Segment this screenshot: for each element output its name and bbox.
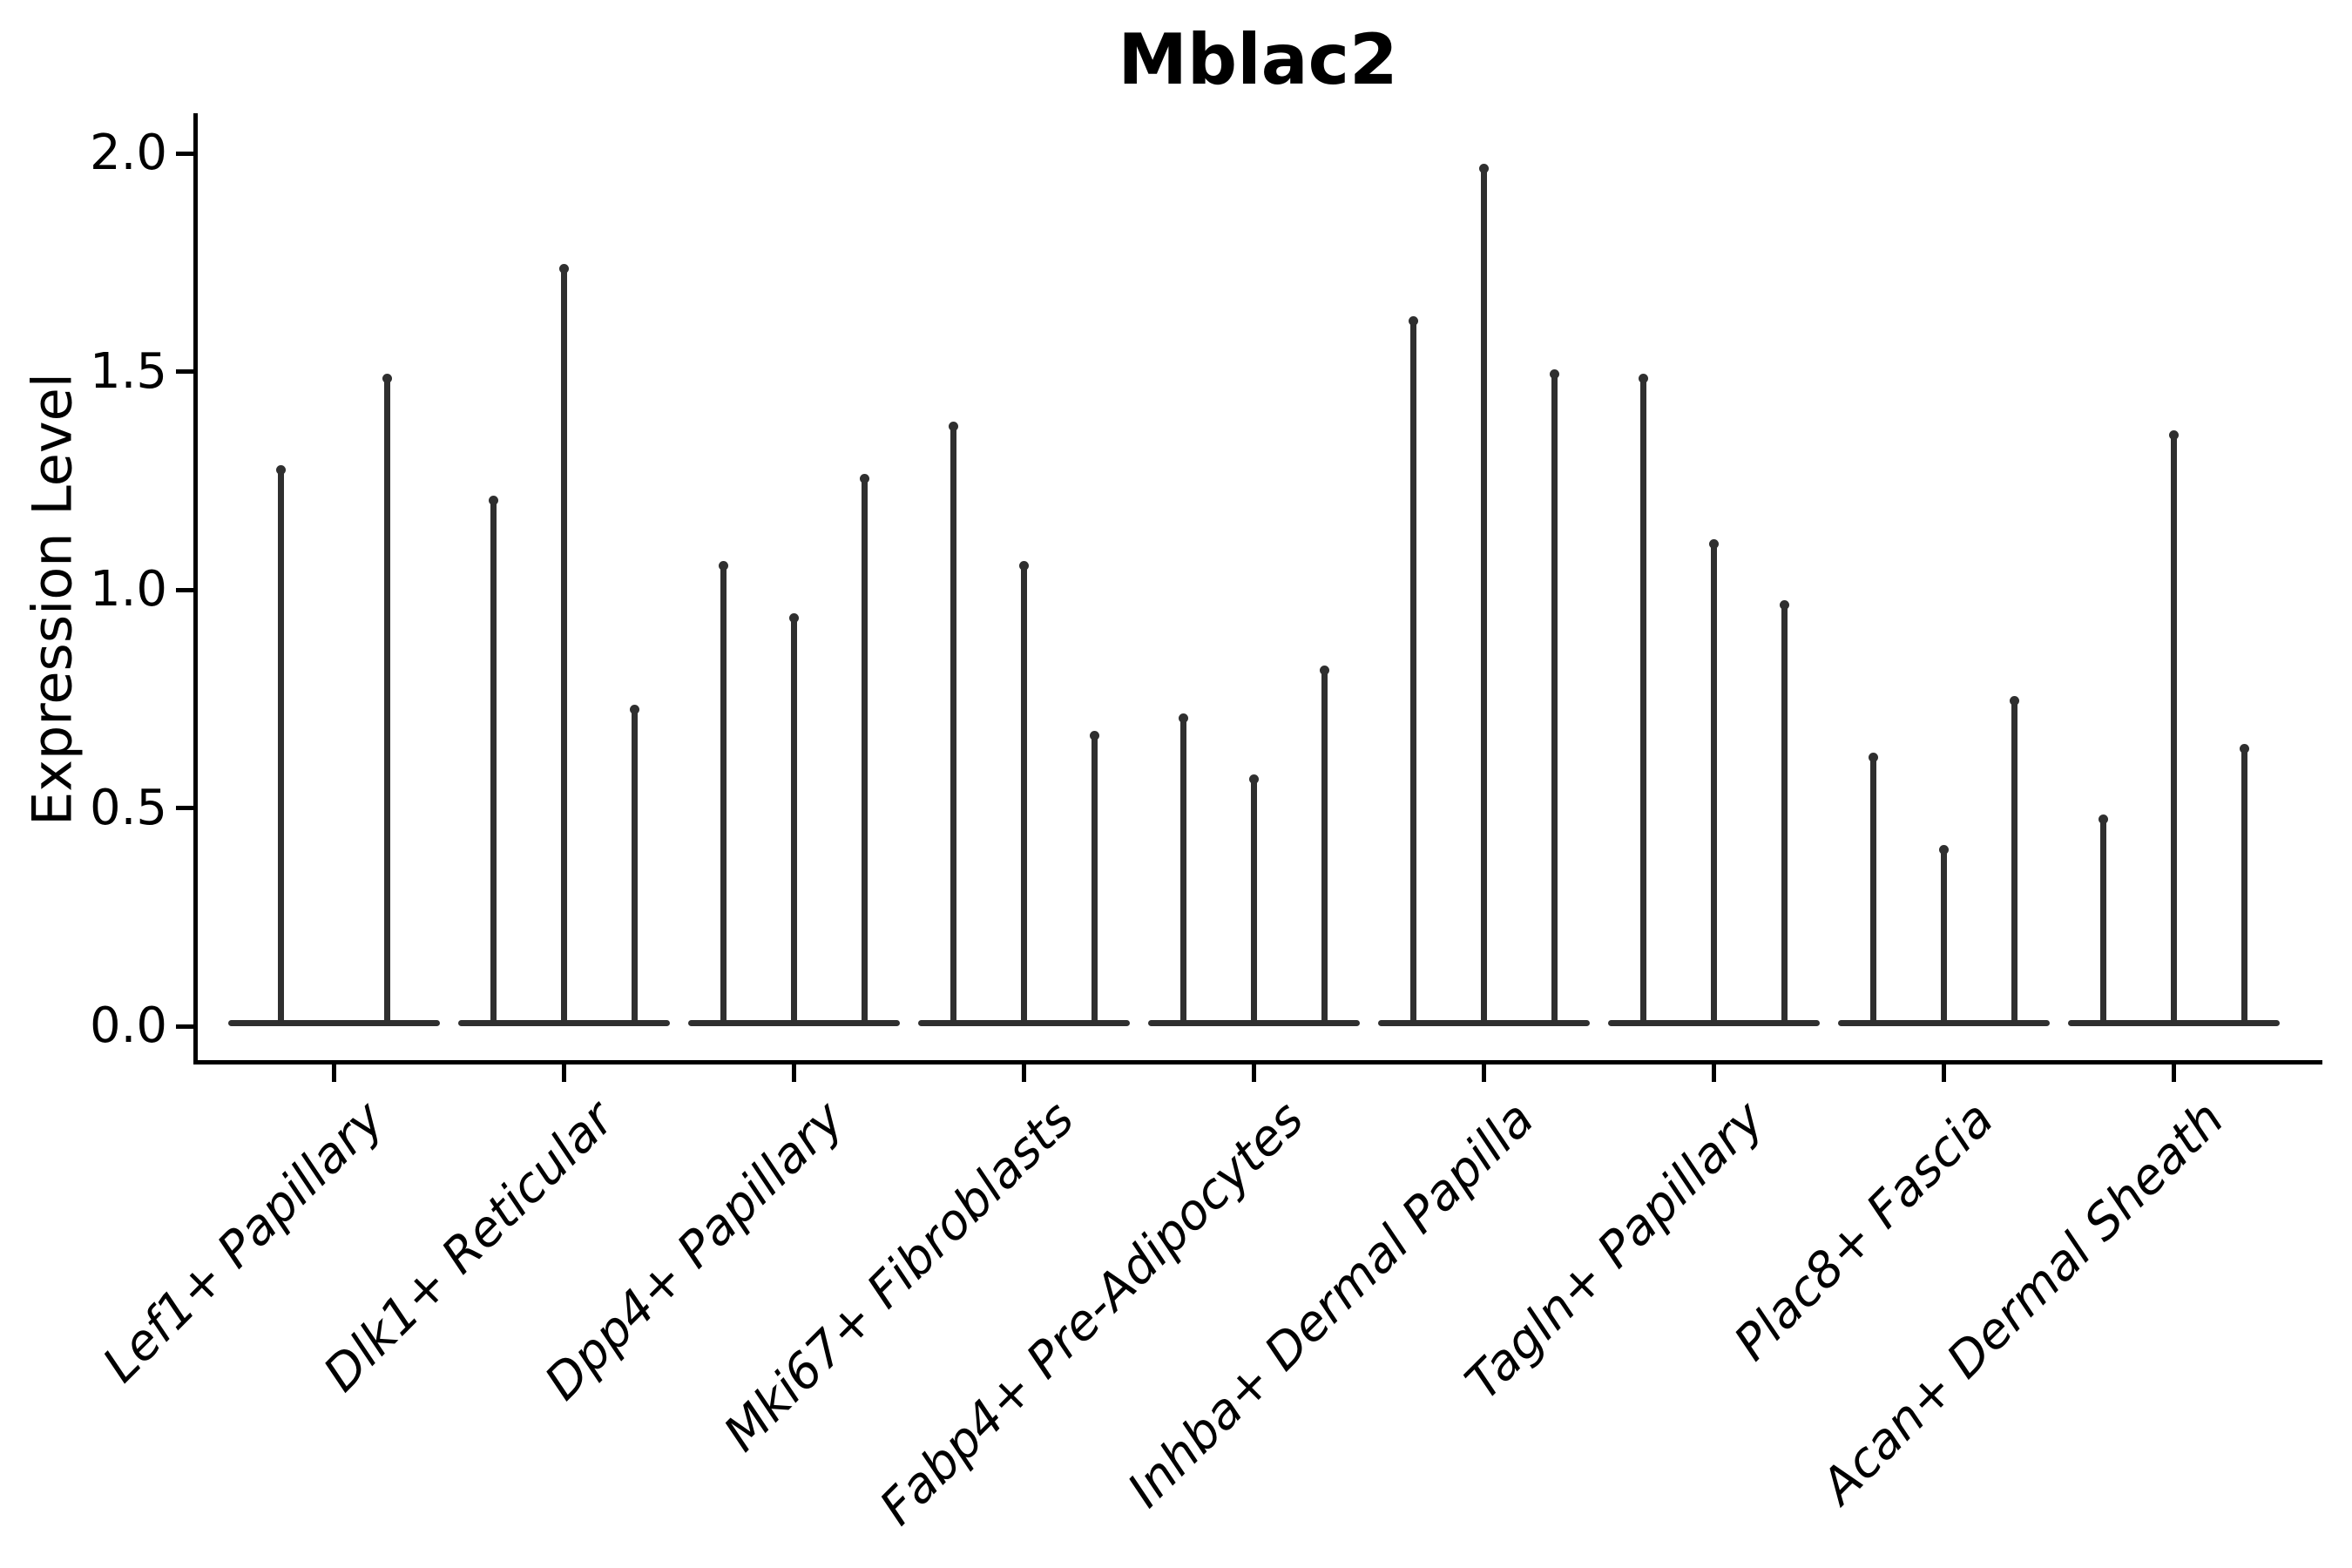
violin-stem bbox=[561, 267, 567, 1024]
violin-peak bbox=[1090, 731, 1099, 741]
violin-peak bbox=[719, 560, 728, 571]
x-tick-mark bbox=[1942, 1064, 1946, 1082]
violin-stem bbox=[1781, 603, 1788, 1024]
x-tick-mark bbox=[1022, 1064, 1026, 1082]
violin-peak bbox=[789, 613, 799, 624]
violin-stem bbox=[278, 467, 285, 1024]
violin-peak bbox=[1780, 600, 1789, 611]
violin-stem bbox=[2171, 432, 2177, 1024]
violin-peak bbox=[1479, 164, 1489, 174]
y-tick-mark bbox=[176, 806, 193, 810]
y-tick-label: 1.0 bbox=[89, 561, 167, 618]
violin-base bbox=[228, 1020, 440, 1026]
y-tick-label: 0.5 bbox=[89, 779, 167, 836]
violin-stem bbox=[1092, 733, 1098, 1024]
violin-peak bbox=[1320, 666, 1329, 676]
violin-peak bbox=[276, 464, 287, 475]
violin-peak bbox=[2240, 744, 2249, 754]
violin-stem bbox=[383, 375, 390, 1024]
y-tick-label: 0.0 bbox=[89, 997, 167, 1054]
y-tick-mark bbox=[176, 369, 193, 374]
violin-stem bbox=[490, 497, 497, 1024]
violin-stem bbox=[2100, 816, 2106, 1024]
x-category-label: Inhba+ Dermal Papilla bbox=[1117, 1091, 1545, 1519]
x-tick-mark bbox=[1252, 1064, 1256, 1082]
x-category-label: Fabp4+ Pre-Adipocytes bbox=[869, 1091, 1315, 1537]
violin-stem bbox=[1321, 668, 1328, 1024]
violin-stem bbox=[1180, 716, 1186, 1024]
x-category-label: Acan+ Dermal Sheath bbox=[1810, 1091, 2235, 1515]
violin-peak bbox=[949, 421, 958, 431]
x-tick-mark bbox=[1482, 1064, 1486, 1082]
violin-stem bbox=[791, 616, 797, 1024]
y-axis-spine bbox=[193, 113, 198, 1064]
violin-peak bbox=[2169, 429, 2179, 440]
violin-peak bbox=[489, 495, 498, 505]
violin-peak bbox=[382, 373, 392, 383]
violin-peak bbox=[1550, 368, 1559, 379]
violin-stem bbox=[720, 563, 727, 1024]
violin-stem bbox=[2241, 747, 2247, 1024]
violin-peak bbox=[2099, 814, 2108, 824]
y-tick-mark bbox=[176, 151, 193, 156]
violin-peak bbox=[1709, 538, 1719, 549]
violin-peak bbox=[2010, 696, 2019, 706]
y-tick-mark bbox=[176, 587, 193, 592]
violin-peak bbox=[1869, 753, 1878, 763]
violin-peak bbox=[559, 264, 569, 274]
x-tick-mark bbox=[332, 1064, 336, 1082]
violin-stem bbox=[1021, 563, 1027, 1024]
violin-peak bbox=[1939, 844, 1949, 855]
violin-stem bbox=[1640, 375, 1646, 1024]
violin-peak bbox=[630, 705, 639, 715]
violin-peak bbox=[860, 473, 869, 483]
violin-stem bbox=[2011, 699, 2017, 1024]
violin-stem bbox=[1551, 371, 1558, 1024]
x-tick-mark bbox=[2172, 1064, 2176, 1082]
violin-peak bbox=[1019, 560, 1029, 571]
violin-stem bbox=[950, 423, 956, 1024]
violin-stem bbox=[1711, 541, 1717, 1024]
violin-stem bbox=[1410, 319, 1416, 1024]
violin-stem bbox=[1251, 777, 1257, 1024]
violin-stem bbox=[862, 476, 868, 1024]
x-tick-mark bbox=[792, 1064, 796, 1082]
violin-peak bbox=[1409, 316, 1418, 327]
y-tick-label: 1.5 bbox=[89, 342, 167, 400]
chart-title: Mblac2 bbox=[1118, 19, 1398, 100]
y-tick-label: 2.0 bbox=[89, 125, 167, 181]
violin-stem bbox=[1870, 755, 1876, 1024]
x-tick-mark bbox=[1712, 1064, 1716, 1082]
x-axis-spine bbox=[193, 1060, 2322, 1064]
violin-peak bbox=[1249, 774, 1259, 785]
violin-stem bbox=[1481, 166, 1487, 1024]
y-tick-mark bbox=[176, 1024, 193, 1029]
x-tick-mark bbox=[562, 1064, 566, 1082]
violin-peak bbox=[1639, 373, 1648, 383]
violin-stem bbox=[632, 707, 638, 1024]
violin-peak bbox=[1179, 713, 1188, 724]
violin-stem bbox=[1941, 847, 1947, 1024]
